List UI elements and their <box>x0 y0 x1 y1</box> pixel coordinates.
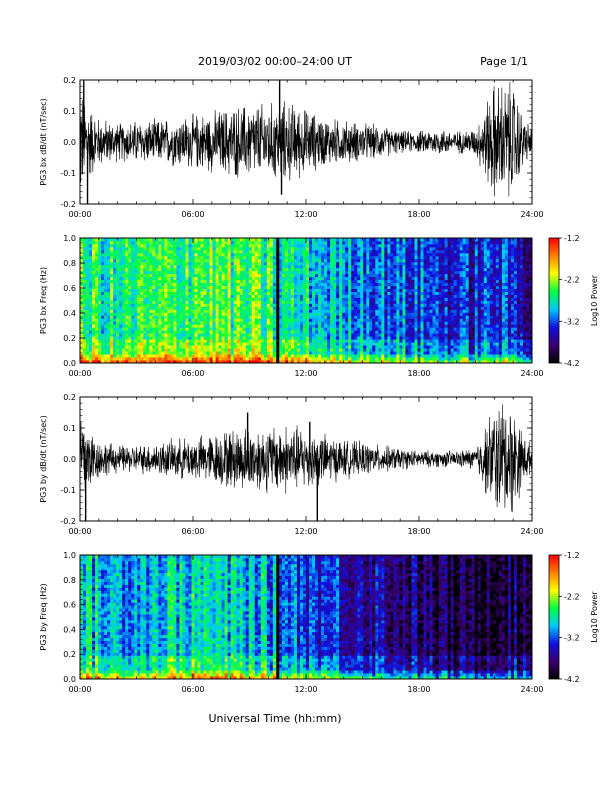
y-tick-label: 0.8 <box>63 576 76 585</box>
y-tick-label: 0.1 <box>63 424 76 433</box>
x-tick-label: 18:00 <box>407 210 430 219</box>
x-tick-label: 00:00 <box>68 210 91 219</box>
data-gap-line <box>276 555 280 679</box>
x-tick-label: 12:00 <box>294 685 317 694</box>
y-axis-label: PG3 by dB/dt (nT/sec) <box>39 415 48 502</box>
colorbar-tick-label: -1.2 <box>564 234 580 243</box>
colorbar-tick-label: -2.2 <box>564 592 580 601</box>
y-tick-label: 0.8 <box>63 259 76 268</box>
y-axis-label: PG3 by Freq (Hz) <box>39 583 48 650</box>
x-tick-label: 18:00 <box>407 527 430 536</box>
panel-4: -1.2 -2.2 -3.2 -4.2 Log10 Power 00:00 06:00 12:… <box>39 551 599 694</box>
x-tick-label: 00:00 <box>68 685 91 694</box>
x-tick-label: 06:00 <box>181 527 204 536</box>
y-tick-label: 0.2 <box>63 76 76 85</box>
y-tick-label: 1.0 <box>63 234 76 243</box>
y-tick-label: -0.2 <box>60 200 76 209</box>
y-tick-label: 0.0 <box>63 138 76 147</box>
y-tick-label: 0.0 <box>63 455 76 464</box>
x-tick-label: 24:00 <box>520 210 543 219</box>
panel-1: 00:00 06:00 12:00 18:00 24:00 -0.2 -0.1 0.0 0.1 0… <box>39 76 544 219</box>
x-tick-label: 24:00 <box>520 527 543 536</box>
page-indicator: Page 1/1 <box>480 55 528 68</box>
y-axis-label: PG3 bx Freq (Hz) <box>39 267 48 334</box>
y-tick-label: 0.1 <box>63 107 76 116</box>
x-tick-label: 12:00 <box>294 210 317 219</box>
data-gap-line <box>276 238 280 363</box>
colorbar-label: Log10 Power <box>590 591 599 643</box>
signal-trace <box>80 81 532 197</box>
spectrogram-cells <box>80 238 533 364</box>
y-tick-label: -0.1 <box>60 486 76 495</box>
panel-3: 00:00 06:00 12:00 18:00 24:00 -0.2 -0.1 0.0 0.1 0… <box>39 393 544 536</box>
y-tick-label: 0.4 <box>63 625 76 634</box>
x-tick-label: 18:00 <box>407 685 430 694</box>
y-tick-label: 0.2 <box>63 393 76 402</box>
colorbar <box>548 237 560 364</box>
y-tick-label: -0.2 <box>60 517 76 526</box>
panels: 00:00 06:00 12:00 18:00 24:00 -0.2 -0.1 0.0 0.1 0… <box>39 76 599 694</box>
colorbar-tick-label: -3.2 <box>564 317 580 326</box>
colorbar <box>548 554 560 680</box>
x-tick-label: 00:00 <box>68 369 91 378</box>
y-tick-label: 0.6 <box>63 284 76 293</box>
x-axis-title: Universal Time (hh:mm) <box>209 712 342 725</box>
x-tick-label: 24:00 <box>520 369 543 378</box>
colorbar-tick-label: -4.2 <box>564 359 580 368</box>
y-tick-label: 0.4 <box>63 309 76 318</box>
x-tick-label: 18:00 <box>407 369 430 378</box>
y-tick-label: 0.2 <box>63 650 76 659</box>
x-tick-label: 12:00 <box>294 369 317 378</box>
x-tick-label: 06:00 <box>181 210 204 219</box>
x-tick-label: 06:00 <box>181 369 204 378</box>
colorbar-tick-label: -2.2 <box>564 276 580 285</box>
y-axis-label: PG3 bx dB/dt (nT/sec) <box>39 98 48 185</box>
y-tick-label: 0.6 <box>63 601 76 610</box>
x-tick-label: 06:00 <box>181 685 204 694</box>
y-tick-label: -0.1 <box>60 169 76 178</box>
signal-trace <box>80 404 532 512</box>
x-tick-label: 24:00 <box>520 685 543 694</box>
colorbar-tick-label: -1.2 <box>564 551 580 560</box>
x-tick-label: 00:00 <box>68 527 91 536</box>
colorbar-label: Log10 Power <box>590 274 599 326</box>
panel-2: -1.2 -2.2 -3.2 -4.2 Log10 Power 00:00 06:00 12:… <box>39 234 599 378</box>
y-tick-label: 0.2 <box>63 334 76 343</box>
colorbar-tick-label: -4.2 <box>564 675 580 684</box>
colorbar-tick-label: -3.2 <box>564 634 580 643</box>
x-tick-label: 12:00 <box>294 527 317 536</box>
y-tick-label: 1.0 <box>63 551 76 560</box>
spectrogram-cells <box>80 555 533 680</box>
y-tick-label: 0.0 <box>63 359 76 368</box>
y-tick-label: 0.0 <box>63 675 76 684</box>
figure-title: 2019/03/02 00:00–24:00 UT <box>198 55 352 68</box>
